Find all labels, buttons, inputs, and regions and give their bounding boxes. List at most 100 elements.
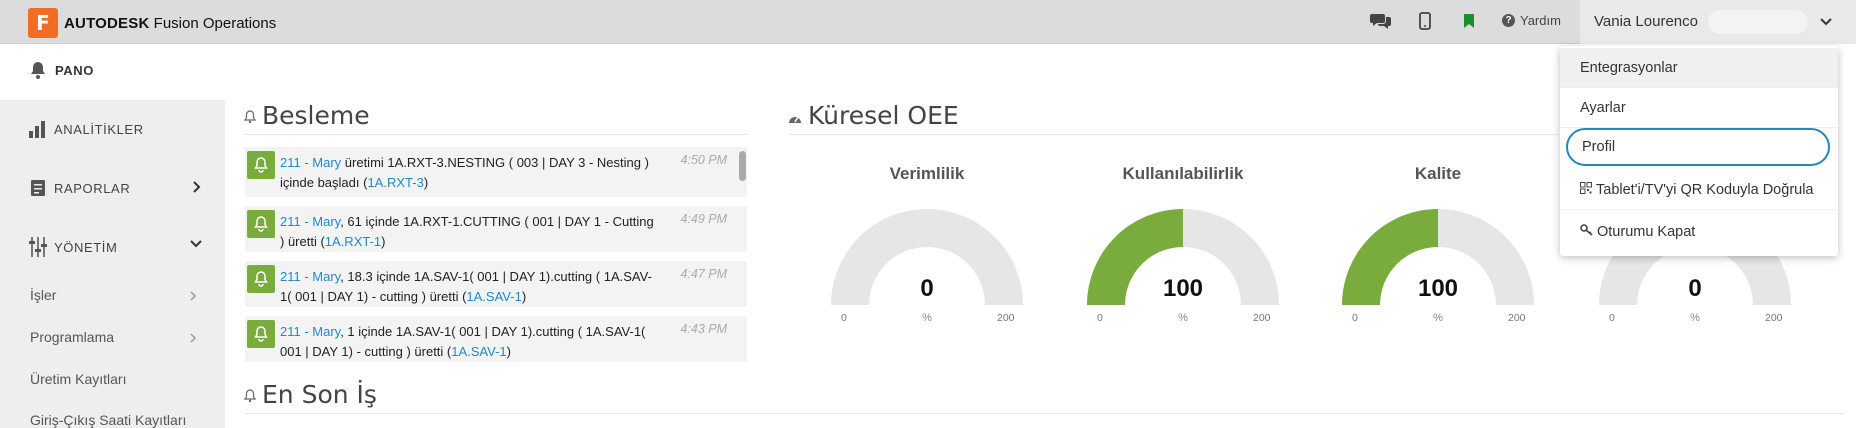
gauge-arc xyxy=(1342,208,1534,305)
sidebar-sub-item-production-records[interactable]: Üretim Kayıtları xyxy=(30,371,127,387)
fusion-logo-icon: F xyxy=(28,8,58,38)
menu-item-profile[interactable]: Profil xyxy=(1566,128,1830,166)
help-link[interactable]: ? Yardım xyxy=(1502,13,1561,28)
chevron-right-icon xyxy=(188,289,198,305)
gauge-value: 0 xyxy=(1688,275,1702,302)
bell-icon xyxy=(247,151,275,179)
feed-timestamp: 4:47 PM xyxy=(680,267,727,281)
bell-icon xyxy=(31,62,45,79)
gauge-max-label: 200 xyxy=(1765,312,1783,324)
feed-item[interactable]: 211 - Mary üretimi 1A.RXT-3.NESTING ( 00… xyxy=(245,147,747,197)
oee-gauge: Verimlilik 0% 0 200 xyxy=(817,160,1037,360)
feed-user-link[interactable]: 211 - Mary xyxy=(280,324,341,339)
feed-text: 211 - Mary, 61 içinde 1A.RXT-1.CUTTING (… xyxy=(280,214,654,249)
mobile-phone-icon[interactable] xyxy=(1414,10,1436,32)
chat-bubbles-icon[interactable] xyxy=(1370,10,1392,32)
feed-item[interactable]: 211 - Mary, 18.3 içinde 1A.SAV-1( 001 | … xyxy=(245,261,747,307)
sidebar-item-management[interactable]: YÖNETİM xyxy=(28,236,203,258)
gauge-max-label: 200 xyxy=(997,312,1015,324)
brand[interactable]: F AUTODESK Fusion Operations xyxy=(28,8,276,38)
brand-name: AUTODESK Fusion Operations xyxy=(64,14,277,32)
bell-icon xyxy=(243,101,257,130)
gauge-value: 0 xyxy=(920,275,934,302)
gauge-min-label: 0 xyxy=(841,312,847,324)
bell-icon xyxy=(243,380,257,409)
gauge-track xyxy=(831,208,1023,305)
bar-chart-icon xyxy=(29,121,45,138)
sliders-icon xyxy=(29,237,47,257)
gauge-unit: % xyxy=(1690,312,1700,324)
feed-job-link[interactable]: 1A.SAV-1 xyxy=(466,289,522,304)
feed-job-link[interactable]: 1A.RXT-3 xyxy=(367,175,424,190)
feed-user-link[interactable]: 211 - Mary xyxy=(280,155,342,170)
gauge-unit: % xyxy=(1433,312,1443,324)
feed-item[interactable]: 211 - Mary, 1 içinde 1A.SAV-1( 001 | DAY… xyxy=(245,316,747,362)
gauge-title: Kalite xyxy=(1414,164,1462,183)
gauge-unit: % xyxy=(1178,312,1188,324)
sidebar-sub-item-jobs[interactable]: İşler xyxy=(30,287,198,303)
oee-gauge: Kalite 100% 0 200 xyxy=(1328,160,1548,360)
bell-icon xyxy=(247,210,275,238)
user-dropdown-menu: Entegrasyonlar Ayarlar Profil Tablet'i/T… xyxy=(1560,46,1838,256)
menu-item-logout[interactable]: Oturumu Kapat xyxy=(1560,212,1838,252)
feed-text: 211 - Mary, 18.3 içinde 1A.SAV-1( 001 | … xyxy=(280,269,652,304)
feed-job-link[interactable]: 1A.RXT-1 xyxy=(324,234,382,249)
gauge-fill xyxy=(1087,209,1183,305)
oee-divider xyxy=(788,134,1558,135)
chevron-right-icon xyxy=(188,331,198,347)
sidebar-item-pano[interactable]: PANO xyxy=(28,60,94,80)
help-icon: ? xyxy=(1502,14,1515,27)
qr-code-icon xyxy=(1580,181,1592,198)
user-name: Vania Lourenco xyxy=(1594,13,1698,30)
bell-icon xyxy=(247,265,275,293)
sidebar-sub-item-scheduling[interactable]: Programlama xyxy=(30,329,198,345)
feed-item[interactable]: 211 - Mary, 61 içinde 1A.RXT-1.CUTTING (… xyxy=(245,206,747,252)
key-icon xyxy=(1580,224,1593,240)
feed-job-link[interactable]: 1A.SAV-1 xyxy=(451,344,507,359)
reports-icon xyxy=(31,180,45,196)
sidebar-sub-item-clock-records[interactable]: Giriş-Çıkış Saati Kayıtları xyxy=(30,412,187,428)
gauge-unit: % xyxy=(922,312,932,324)
recent-job-title: En Son İş xyxy=(243,380,377,409)
top-bar: F AUTODESK Fusion Operations ? Yardım Va… xyxy=(0,0,1856,44)
gauge-value: 100 xyxy=(1162,275,1204,302)
gauge-min-label: 0 xyxy=(1097,312,1103,324)
feed-text: 211 - Mary üretimi 1A.RXT-3.NESTING ( 00… xyxy=(280,155,649,190)
recent-job-divider xyxy=(245,413,1845,414)
feed-scrollbar[interactable] xyxy=(739,151,746,181)
feed-divider xyxy=(245,134,747,135)
sidebar-item-reports[interactable]: RAPORLAR xyxy=(28,178,203,198)
feed-timestamp: 4:43 PM xyxy=(680,322,727,336)
gauge-value: 100 xyxy=(1417,275,1459,302)
bell-icon xyxy=(247,320,275,348)
sidebar-item-analytics[interactable]: ANALİTİKLER xyxy=(28,120,203,138)
chevron-down-icon[interactable] xyxy=(1816,12,1836,32)
chevron-down-icon xyxy=(189,238,203,253)
user-menu[interactable]: Vania Lourenco xyxy=(1580,0,1856,44)
gauge-max-label: 200 xyxy=(1508,312,1526,324)
gauge-title: Verimlilik xyxy=(889,164,965,183)
help-label: Yardım xyxy=(1520,13,1561,28)
gauge-title: Kullanılabilirlik xyxy=(1122,164,1244,183)
gauge-icon xyxy=(788,101,802,130)
menu-item-qr-verify[interactable]: Tablet'i/TV'yi QR Koduyla Doğrula xyxy=(1560,170,1838,210)
feed-user-link[interactable]: 211 - Mary xyxy=(280,269,341,284)
feed-timestamp: 4:50 PM xyxy=(680,153,727,167)
gauge-fill xyxy=(1342,209,1438,305)
feed-text: 211 - Mary, 1 içinde 1A.SAV-1( 001 | DAY… xyxy=(280,324,646,359)
feed-user-link[interactable]: 211 - Mary xyxy=(280,214,341,229)
bookmark-icon[interactable] xyxy=(1458,10,1480,32)
user-company-blurred xyxy=(1708,10,1808,34)
gauge-min-label: 0 xyxy=(1352,312,1358,324)
menu-item-settings[interactable]: Ayarlar xyxy=(1560,88,1838,128)
oee-title: Küresel OEE xyxy=(788,101,959,130)
gauge-min-label: 0 xyxy=(1609,312,1615,324)
oee-gauge: Kullanılabilirlik 100% 0 200 xyxy=(1073,160,1293,360)
chevron-right-icon xyxy=(191,180,203,197)
feed-title: Besleme xyxy=(243,101,370,130)
menu-item-integrations[interactable]: Entegrasyonlar xyxy=(1560,48,1838,88)
feed-timestamp: 4:49 PM xyxy=(680,212,727,226)
gauge-max-label: 200 xyxy=(1253,312,1271,324)
sidebar xyxy=(0,100,225,428)
gauge-arc xyxy=(831,208,1023,305)
